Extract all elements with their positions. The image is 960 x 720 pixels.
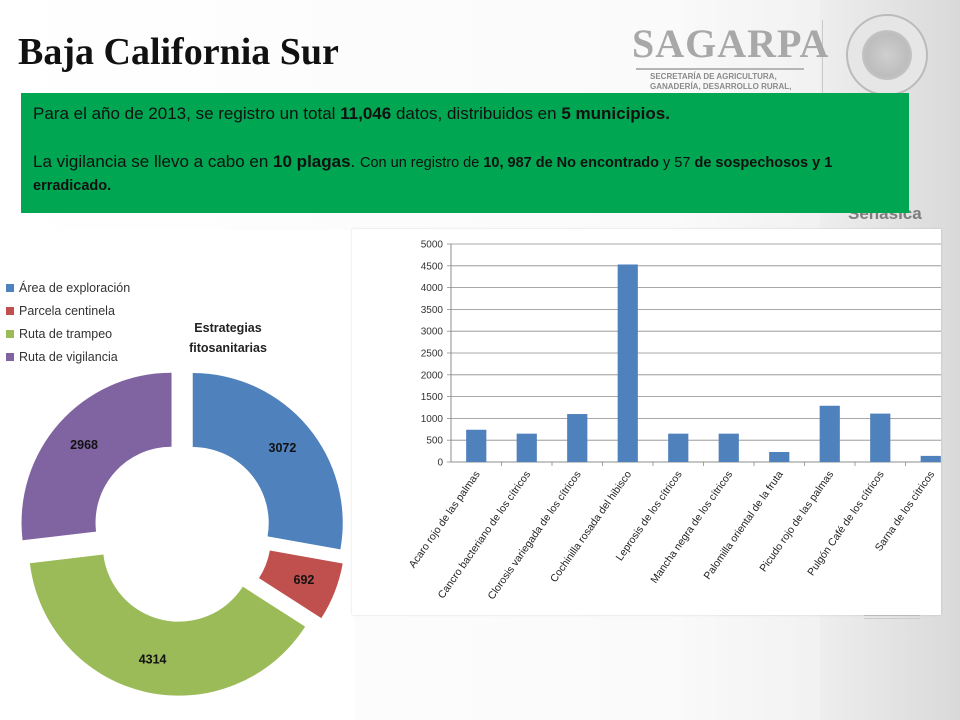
- legend-swatch: [6, 283, 14, 292]
- info-text: La vigilancia se llevo a cabo en: [33, 152, 274, 171]
- donut-slice: [29, 554, 306, 696]
- y-tick-label: 2000: [421, 370, 444, 381]
- info-text: y 57: [659, 155, 695, 171]
- donut-data-label: 3072: [269, 441, 297, 455]
- donut-legend: Área de exploración Parcela centinela Ru…: [6, 276, 130, 368]
- sagarpa-logo-subtitle-1: SECRETARÍA DE AGRICULTURA,: [650, 72, 777, 81]
- info-text: Para el año de 2013, se registro un tota…: [33, 104, 341, 123]
- sagarpa-logo: SAGARPA SECRETARÍA DE AGRICULTURA, GANAD…: [632, 21, 830, 102]
- donut-slice: [192, 373, 343, 550]
- y-tick-label: 2500: [421, 349, 444, 360]
- y-tick-label: 1000: [421, 414, 444, 425]
- y-tick-label: 3500: [421, 305, 444, 316]
- bar: [567, 414, 588, 462]
- y-tick-label: 3000: [421, 327, 444, 338]
- legend-swatch: [6, 352, 14, 361]
- info-text: datos, distribuidos en: [391, 104, 562, 123]
- y-tick-label: 4500: [421, 261, 444, 272]
- y-tick-label: 500: [426, 436, 443, 447]
- legend-swatch: [6, 306, 14, 315]
- bar: [668, 433, 689, 462]
- x-tick-label: Cancro bacteriano de los cítricos: [436, 469, 534, 601]
- y-tick-label: 0: [437, 458, 443, 469]
- bar: [769, 451, 790, 462]
- bar: [920, 455, 941, 462]
- legend-swatch: [6, 329, 14, 338]
- y-tick-label: 4000: [421, 283, 444, 294]
- info-text: Con un registro de: [360, 155, 484, 171]
- bar: [466, 429, 487, 462]
- info-summary-box: Para el año de 2013, se registro un tota…: [21, 93, 909, 213]
- donut-data-label: 2968: [70, 438, 98, 452]
- info-total-records: 11,046: [340, 104, 392, 123]
- legend-label: Parcela centinela: [19, 303, 115, 318]
- donut-slice: [21, 372, 172, 541]
- info-municipalities: 5 municipios.: [561, 104, 670, 123]
- bar: [718, 433, 739, 462]
- bar: [819, 405, 840, 462]
- sagarpa-logo-rule: [636, 68, 804, 70]
- bar: [516, 433, 537, 462]
- info-text: .: [350, 152, 360, 171]
- bar-chart: 0 500 1000 1500 2000 2500 3000 3500 4000 4500 5000…: [407, 240, 957, 602]
- sagarpa-logo-name: SAGARPA: [632, 21, 830, 66]
- bar: [617, 264, 638, 462]
- info-not-found: 10, 987 de No encontrado: [483, 155, 659, 171]
- bar: [870, 413, 891, 462]
- donut-data-label: 692: [294, 573, 315, 587]
- donut-chart-panel: 3072 692 4314 2968 Área de exploración Parc…: [0, 230, 354, 720]
- seal-eagle-icon: [862, 30, 912, 80]
- mexico-seal-icon: [846, 14, 928, 96]
- footer-credit-mark: [864, 615, 920, 619]
- page-title: Baja California Sur: [18, 31, 339, 73]
- header-divider: [822, 20, 823, 100]
- info-line-totals: Para el año de 2013, se registro un tota…: [33, 103, 897, 125]
- sagarpa-logo-subtitle-2: GANADERÍA, DESARROLLO RURAL,: [650, 82, 792, 91]
- info-line-surveillance: La vigilancia se llevo a cabo en 10 plag…: [33, 151, 897, 197]
- legend-item: Área de exploración: [6, 276, 130, 299]
- legend-label: Ruta de trampeo: [19, 326, 113, 341]
- info-pest-count: 10 plagas: [273, 152, 351, 171]
- legend-item: Ruta de trampeo: [6, 322, 130, 345]
- bar-chart-panel: 0 500 1000 1500 2000 2500 3000 3500 4000 4500 5000…: [352, 229, 957, 615]
- legend-item: Parcela centinela: [6, 299, 130, 322]
- donut-slice: [259, 550, 343, 619]
- legend-label: Ruta de vigilancia: [19, 349, 118, 364]
- y-tick-label: 1500: [421, 392, 444, 403]
- legend-item: Ruta de vigilancia: [6, 345, 130, 368]
- y-tick-label: 5000: [421, 240, 444, 251]
- donut-chart: 3072 692 4314 2968: [21, 372, 343, 696]
- donut-data-label: 4314: [139, 653, 167, 667]
- info-suspects: de sospechosos y 1 erradicado.: [33, 155, 833, 194]
- legend-label: Área de exploración: [19, 280, 131, 295]
- x-tick-label: Clorosis variegada de los cítricos: [486, 469, 584, 602]
- donut-title: Estrategias fitosanitarias: [189, 321, 267, 355]
